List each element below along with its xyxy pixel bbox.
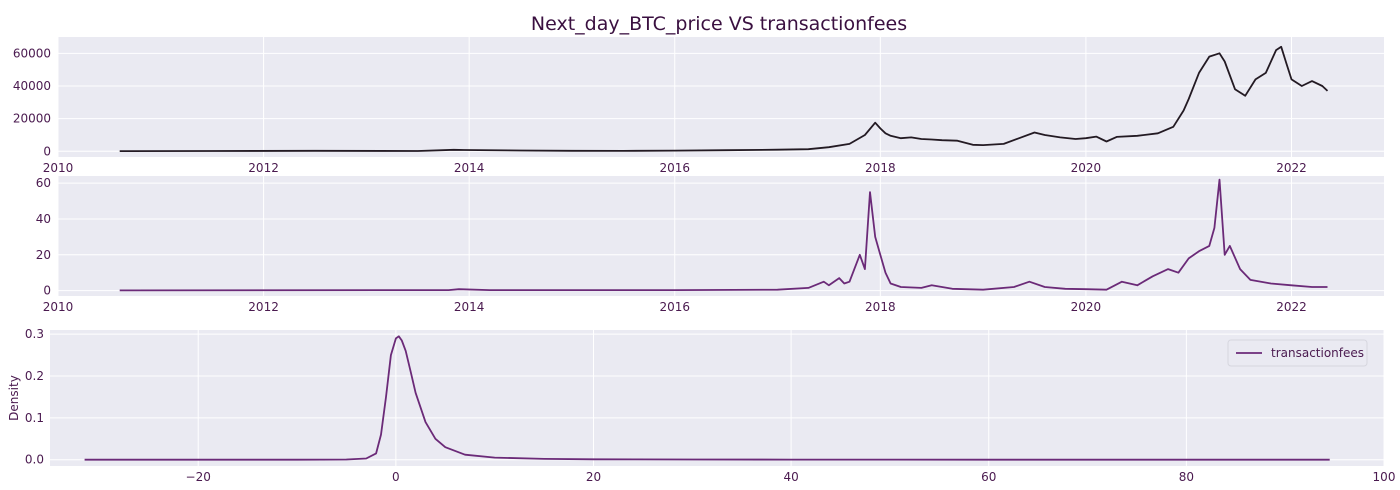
x-tick-label: 2016	[659, 300, 690, 314]
price-panel: 2010 2012 2014 2016 2018 2020 2022 0 20000 40000 6…	[13, 37, 1384, 175]
y-tick-label: 40	[36, 212, 51, 226]
y-tick-label: 40000	[13, 79, 51, 93]
y-tick-label: 20000	[13, 112, 51, 126]
density-line	[84, 335, 1330, 461]
fees-line	[119, 178, 1328, 292]
y-tick-label: 20	[36, 248, 51, 262]
x-tick-label: 0	[392, 470, 400, 484]
y-tick-label: 0.1	[25, 411, 44, 425]
y-tick-label: 0.0	[25, 453, 44, 467]
x-tick-label: 2016	[659, 161, 690, 175]
x-tick-label: 2018	[865, 161, 896, 175]
y-tick-label: 0.3	[25, 327, 44, 341]
x-tick-label: 60	[981, 470, 996, 484]
x-tick-label: 2010	[43, 161, 74, 175]
legend: transactionfees	[1227, 339, 1368, 367]
plot-background	[58, 37, 1384, 157]
legend-box	[1227, 339, 1368, 367]
y-tick-label: 60000	[13, 46, 51, 60]
fees-panel: 2010 2012 2014 2016 2018 2020 2022 0 20 40 60	[36, 176, 1384, 314]
price-line	[119, 45, 1329, 152]
x-tick-label: 80	[1179, 470, 1194, 484]
x-tick-label: 2022	[1276, 161, 1307, 175]
x-tick-label: 2012	[248, 300, 279, 314]
x-tick-label: 2012	[248, 161, 279, 175]
x-tick-label: 2022	[1276, 300, 1307, 314]
legend-label: transactionfees	[1271, 346, 1364, 360]
chart-title: Next_day_BTC_price VS transactionfees	[531, 13, 907, 35]
x-tick-label: 2018	[865, 300, 896, 314]
x-tick-label: 2020	[1071, 300, 1102, 314]
x-tick-label: 40	[783, 470, 798, 484]
plot-background	[50, 330, 1384, 466]
density-panel: −20 0 20 40 60 80 100 0.0 0.1 0.2 0.3 Density transa…	[7, 327, 1395, 484]
y-tick-label: 0.2	[25, 369, 44, 383]
y-tick-label: 60	[36, 176, 51, 190]
x-tick-label: 2014	[454, 300, 485, 314]
x-tick-label: −20	[186, 470, 211, 484]
x-tick-label: 100	[1373, 470, 1396, 484]
x-tick-label: 2020	[1071, 161, 1102, 175]
x-tick-label: 2010	[43, 300, 74, 314]
x-tick-label: 2014	[454, 161, 485, 175]
y-tick-label: 0	[43, 144, 51, 158]
y-axis-label: Density	[7, 375, 21, 421]
x-tick-label: 20	[586, 470, 601, 484]
plot-background	[58, 176, 1384, 296]
y-tick-label: 0	[43, 284, 51, 298]
